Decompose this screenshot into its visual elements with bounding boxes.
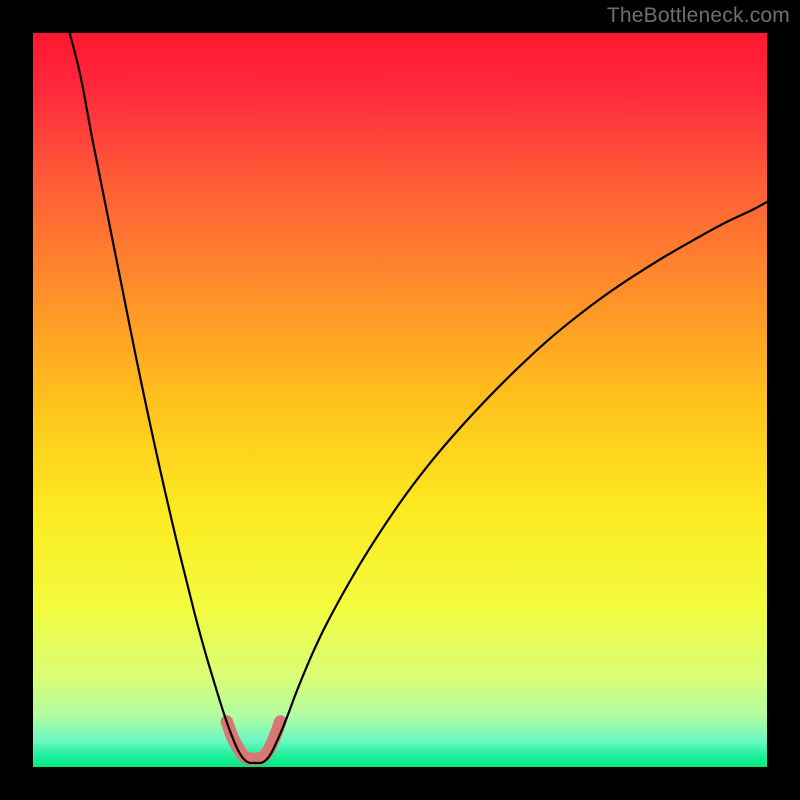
bottleneck-chart-svg bbox=[0, 0, 800, 800]
watermark-label: TheBottleneck.com bbox=[607, 4, 790, 28]
plot-gradient-background bbox=[33, 33, 767, 767]
chart-container: TheBottleneck.com bbox=[0, 0, 800, 800]
